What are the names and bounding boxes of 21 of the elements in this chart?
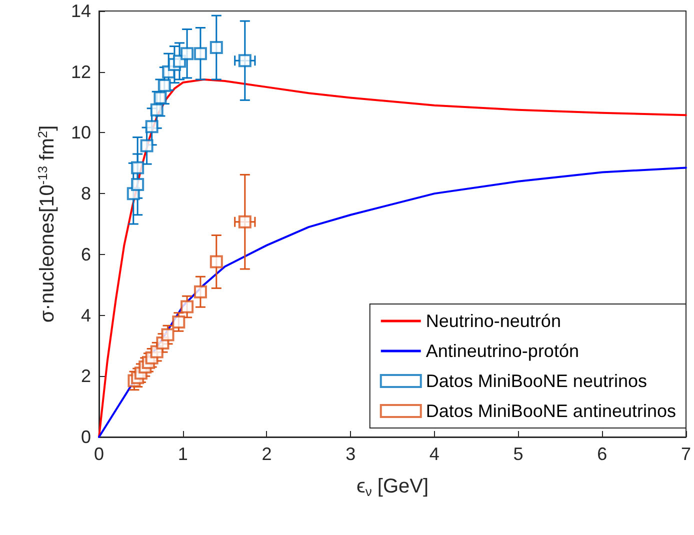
x-tick-label: 3 xyxy=(346,444,356,464)
x-tick-label: 2 xyxy=(262,444,272,464)
x-tick-label: 1 xyxy=(178,444,188,464)
y-tick-label: 0 xyxy=(80,427,91,447)
y-tick-label: 6 xyxy=(80,244,91,264)
y-tick-label: 12 xyxy=(70,62,91,82)
x-tick-label: 0 xyxy=(94,444,104,464)
legend-label: Antineutrino-protón xyxy=(426,341,579,361)
y-tick-label: 10 xyxy=(70,122,91,143)
legend-label: Neutrino-neutrón xyxy=(426,311,561,331)
x-tick-label: 5 xyxy=(513,444,524,464)
x-tick-label: 7 xyxy=(680,444,691,464)
y-tick-label: 2 xyxy=(80,366,91,386)
y-tick-label: 4 xyxy=(80,305,91,326)
y-axis-title: σ·nucleones[10-13 fm2] xyxy=(35,125,58,323)
legend-label: Datos MiniBooNE neutrinos xyxy=(426,371,647,391)
y-tick-label: 14 xyxy=(70,1,91,21)
y-tick-label: 8 xyxy=(80,184,91,204)
x-tick-label: 4 xyxy=(429,444,440,464)
legend-label: Datos MiniBooNE antineutrinos xyxy=(426,401,676,421)
x-tick-label: 6 xyxy=(597,444,608,464)
